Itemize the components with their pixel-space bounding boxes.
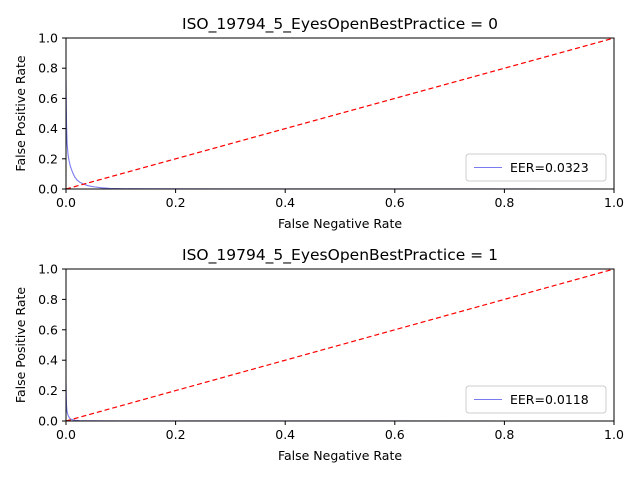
y-tick-label: 1.0 (38, 262, 58, 277)
y-axis-label: False Positive Rate (13, 55, 28, 171)
y-tick-label: 0.0 (38, 414, 58, 429)
legend: EER=0.0323 (465, 153, 607, 182)
x-tick-label: 0.6 (385, 427, 405, 442)
legend-box (465, 153, 607, 182)
axes-frame (65, 268, 615, 422)
chart-panel-1: 0.0 0.2 0.4 0.6 0.8 1.0 0.0 0.2 0.4 0.6 0.8 1.0 ISO_… (13, 15, 624, 231)
x-tick-label: 0.0 (56, 427, 76, 442)
x-tick-label: 0.8 (494, 427, 514, 442)
x-tick-label: 1.0 (604, 195, 624, 210)
y-tick-label: 0.2 (38, 383, 58, 398)
reference-diagonal-line (66, 269, 614, 421)
y-tick-label: 0.4 (38, 353, 58, 368)
y-tick-label: 0.6 (38, 322, 58, 337)
reference-diagonal-line (66, 38, 614, 189)
x-axis-label: False Negative Rate (278, 216, 402, 231)
y-tick-label: 0.6 (38, 91, 58, 106)
x-axis-label: False Negative Rate (278, 448, 402, 463)
x-tick-label: 1.0 (604, 427, 624, 442)
legend-label: EER=0.0323 (510, 160, 589, 175)
axes-frame (65, 37, 615, 190)
y-tick-label: 0.4 (38, 121, 58, 136)
x-tick-label: 0.2 (166, 195, 186, 210)
x-tick-label: 0.4 (275, 427, 295, 442)
y-tick-label: 0.8 (38, 61, 58, 76)
y-axis-label: False Positive Rate (13, 287, 28, 403)
y-tick-label: 0.8 (38, 292, 58, 307)
x-tick-label: 0.2 (166, 427, 186, 442)
x-tick-label: 0.6 (385, 195, 405, 210)
x-tick-label: 0.4 (275, 195, 295, 210)
y-tick-label: 1.0 (38, 31, 58, 46)
legend-label: EER=0.0118 (510, 392, 589, 407)
legend-box (465, 385, 607, 414)
x-tick-label: 0.0 (56, 195, 76, 210)
chart-title: ISO_19794_5_EyesOpenBestPractice = 1 (182, 246, 498, 265)
chart-title: ISO_19794_5_EyesOpenBestPractice = 0 (182, 15, 498, 34)
legend: EER=0.0118 (465, 385, 607, 414)
x-tick-label: 0.8 (494, 195, 514, 210)
y-tick-label: 0.0 (38, 182, 58, 197)
chart-panel-2: 0.0 0.2 0.4 0.6 0.8 1.0 0.0 0.2 0.4 0.6 0.8 1.0 ISO_… (13, 246, 624, 463)
y-tick-label: 0.2 (38, 151, 58, 166)
